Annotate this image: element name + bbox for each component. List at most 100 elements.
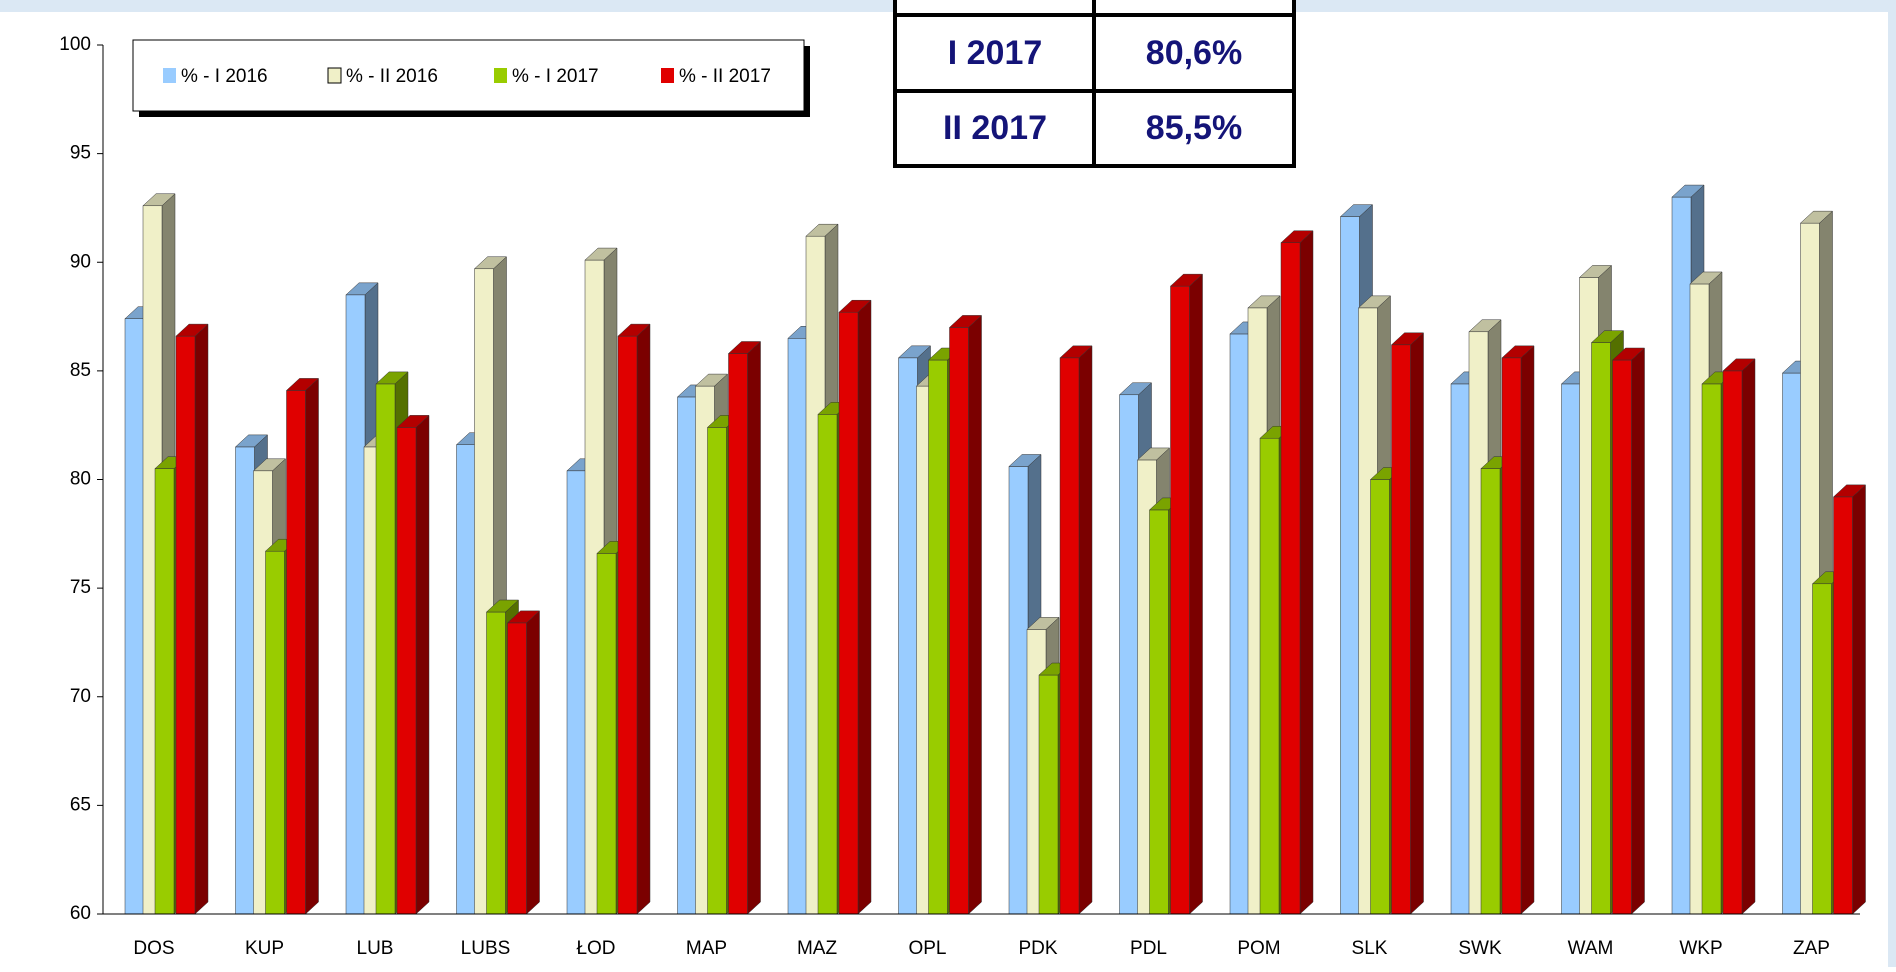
bar-top <box>506 610 541 624</box>
y-tick-label: 70 <box>70 686 91 707</box>
bar-front <box>1671 196 1692 915</box>
bar-top <box>694 373 729 387</box>
bar-top <box>1026 617 1060 630</box>
y-tick-label: 65 <box>70 794 91 815</box>
bar <box>1611 347 1646 915</box>
bar-front <box>1480 468 1501 915</box>
bar-side <box>1299 230 1314 915</box>
bar-side <box>636 323 651 915</box>
bar-front <box>1501 357 1522 915</box>
bar-side <box>1852 484 1866 915</box>
bar <box>727 340 762 915</box>
bar-side <box>747 340 761 915</box>
bar-front <box>1812 583 1832 915</box>
bar-top <box>805 223 839 237</box>
bar-top <box>285 378 320 391</box>
legend-label: % - II 2016 <box>346 66 438 87</box>
bar-top <box>1169 273 1204 287</box>
legend-label: % - I 2016 <box>181 66 268 87</box>
bar-front <box>286 390 306 915</box>
bar <box>1169 273 1204 915</box>
bar-front <box>486 611 506 915</box>
bar <box>396 414 430 915</box>
y-tick-label: 95 <box>70 143 91 164</box>
bar-side <box>857 299 872 915</box>
bar-front <box>1722 370 1743 915</box>
y-tick-label: 75 <box>70 577 91 598</box>
bar-front <box>396 427 417 915</box>
bar-front <box>787 338 808 915</box>
bar-front <box>124 318 145 915</box>
bar <box>617 323 651 915</box>
bar-top <box>1578 265 1613 278</box>
bar <box>1832 484 1867 915</box>
bar-top <box>1671 184 1705 198</box>
bar-top <box>897 345 932 359</box>
bar-side <box>415 414 430 915</box>
bar-side <box>968 314 982 915</box>
x-tick-label: KUP <box>245 938 284 959</box>
bar-front <box>1038 674 1059 915</box>
bar-front <box>375 383 396 915</box>
bar-top <box>1390 332 1425 346</box>
bar-front <box>617 335 638 915</box>
x-tick-label: PDL <box>1130 938 1167 959</box>
bar <box>175 323 209 915</box>
bar-front <box>1340 216 1360 915</box>
bar-front <box>817 414 838 915</box>
legend-swatch <box>327 67 342 84</box>
x-tick-label: ZAP <box>1793 938 1830 959</box>
bar-top <box>485 599 520 613</box>
bar <box>1059 345 1093 915</box>
y-tick-label: 80 <box>70 469 91 490</box>
bar-top <box>1832 484 1867 498</box>
x-tick-label: LUB <box>357 938 394 959</box>
bar-front <box>677 396 697 915</box>
table-cell: 80,6% <box>1146 34 1242 72</box>
bar-side <box>526 610 540 915</box>
bar-side <box>194 323 209 915</box>
bar-front <box>1591 342 1611 915</box>
bar-side <box>1410 332 1424 915</box>
table: I 2017 80,6% II 2017 85,5% <box>893 0 1296 168</box>
bar-front <box>838 311 859 915</box>
x-tick-label: MAP <box>686 938 727 959</box>
bar-front <box>1149 509 1169 915</box>
bar-front <box>1059 357 1080 915</box>
bar-side <box>1741 358 1756 915</box>
bar-top <box>396 415 430 428</box>
bar-front <box>949 327 969 915</box>
bar-top <box>375 371 409 385</box>
bar-front <box>1119 394 1139 915</box>
bar-front <box>1701 383 1722 915</box>
bar-top <box>1611 347 1646 361</box>
bar-top <box>1059 345 1093 359</box>
bar-side <box>1631 347 1645 915</box>
y-tick-label: 100 <box>59 34 91 55</box>
bar-front <box>1833 496 1853 915</box>
x-tick-label: SWK <box>1458 938 1502 959</box>
bar-top <box>234 434 269 448</box>
bar-top <box>1008 454 1042 467</box>
bar-top <box>1247 295 1281 309</box>
bar <box>1280 230 1314 915</box>
x-tick-label: SLK <box>1352 938 1388 959</box>
bars <box>124 184 1867 915</box>
bar-top <box>838 299 872 313</box>
bar-top <box>1590 330 1625 343</box>
bar <box>1501 345 1535 915</box>
y-tick-label: 85 <box>70 360 91 381</box>
bar-top <box>345 282 379 296</box>
x-tick-label: PDK <box>1018 938 1057 959</box>
bar-front <box>235 446 255 915</box>
legend-label: % - I 2017 <box>512 66 599 87</box>
bar-front <box>1450 383 1471 915</box>
bar-front <box>1280 242 1301 915</box>
bar-front <box>345 294 366 915</box>
bar-top <box>948 315 983 328</box>
bar-front <box>1259 437 1280 915</box>
bar <box>948 314 983 915</box>
bar-top <box>1468 319 1502 333</box>
bar-front <box>1229 333 1250 915</box>
